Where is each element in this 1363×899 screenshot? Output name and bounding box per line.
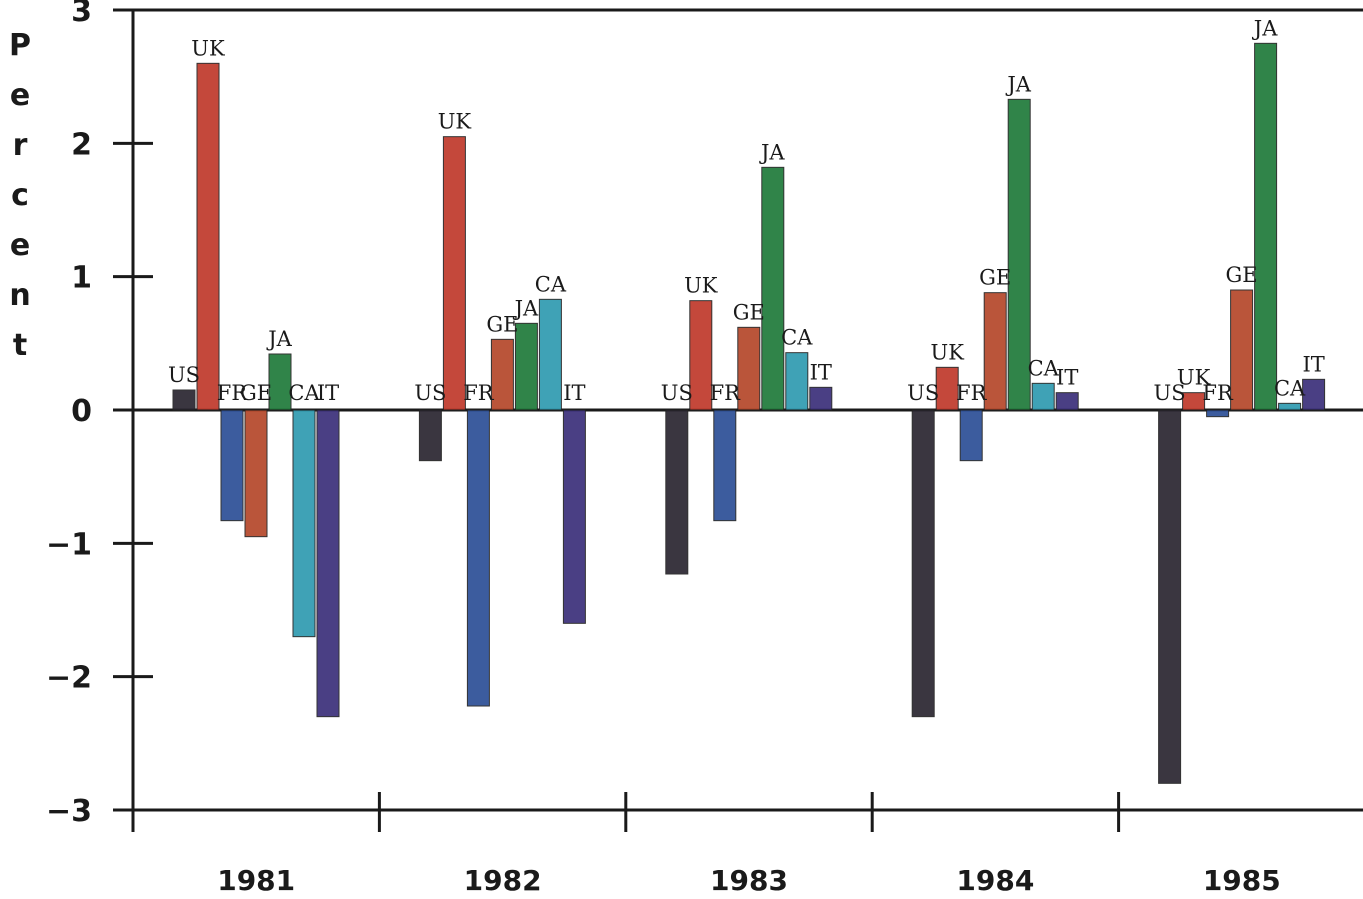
bar-it-1983 [809,386,833,411]
bar-label-uk-1981: UK [191,36,225,60]
bar-ca-1985 [1278,402,1302,411]
bar-label-ca-1982: CA [535,272,567,296]
bar-label-uk-1982: UK [438,110,472,134]
bar-label-it-1982: IT [563,381,585,405]
bar-label-ja-1981: JA [266,327,292,351]
y-tick-label: −3 [46,794,92,829]
bar-ca-1984 [1031,382,1055,411]
bar-label-ca-1984: CA [1028,356,1060,380]
y-axis-label-letter: P [9,28,31,63]
bars [172,42,1326,784]
bar-it-1984 [1055,392,1079,411]
bar-label-ge-1984: GE [979,266,1011,290]
bar-label-fr-1985: FR [1202,381,1234,405]
y-tick-label: 1 [71,261,92,296]
bar-us-1984 [911,409,935,718]
y-axis-label-letter: c [11,178,29,213]
bar-label-fr-1981: FR [217,381,249,405]
bar-fr-1984 [959,409,983,462]
bar-fr-1981 [220,409,244,522]
bar-label-uk-1983: UK [684,274,718,298]
bar-label-fr-1984: FR [956,381,988,405]
bar-us-1982 [418,409,442,462]
bar-ja-1983 [761,166,785,411]
bar-label-us-1983: US [661,381,693,405]
y-axis-label-letter: r [13,128,28,163]
x-tick-label: 1981 [217,864,295,897]
bar-label-us-1982: US [414,381,446,405]
x-tick-label: 1982 [464,864,542,897]
bar-label-uk-1985: UK [1177,366,1211,390]
bar-ja-1985 [1254,42,1278,411]
y-tick-label: 3 [71,0,92,29]
bar-label-ja-1983: JA [759,140,785,164]
bar-it-1982 [562,409,586,624]
bar-label-ja-1985: JA [1252,16,1278,40]
bar-ca-1981 [292,409,316,638]
bar-us-1983 [665,409,689,575]
bar-label-ge-1981: GE [240,381,272,405]
bar-label-ge-1985: GE [1226,263,1258,287]
bar-ge-1985 [1230,289,1254,411]
bar-label-fr-1983: FR [710,381,742,405]
bar-uk-1981 [196,62,220,411]
x-tick-label: 1985 [1203,864,1281,897]
bar-label-us-1981: US [168,363,200,387]
bar-label-us-1985: US [1154,381,1186,405]
bar-label-it-1984: IT [1056,366,1078,390]
bar-us-1981 [172,389,196,411]
bar-label-uk-1984: UK [931,340,965,364]
y-tick-label: 0 [71,394,92,429]
bar-label-ja-1984: JA [1005,72,1031,96]
bar-ca-1983 [785,352,809,411]
bar-ja-1984 [1007,98,1031,411]
bar-label-us-1984: US [907,381,939,405]
bar-fr-1982 [466,409,490,707]
bar-uk-1982 [442,136,466,411]
y-tick-label: −1 [46,527,92,562]
bar-ge-1982 [490,338,514,411]
y-axis-label-letter: e [10,78,30,113]
bar-label-ca-1981: CA [288,381,320,405]
bar-it-1981 [316,409,340,718]
bar-label-ge-1983: GE [733,300,765,324]
bar-label-ge-1982: GE [486,312,518,336]
bar-fr-1983 [713,409,737,522]
bar-fr-1985 [1206,409,1230,418]
bar-ge-1984 [983,292,1007,411]
bar-ja-1981 [268,353,292,411]
bar-label-it-1981: IT [317,381,339,405]
axes: 3 2 1 0 −1 −2 −3 1981 1982 1983 1984 1985 [46,0,1363,897]
y-axis-label-letter: n [9,278,30,313]
bar-label-fr-1982: FR [463,381,495,405]
bar-ja-1982 [514,322,538,411]
x-tick-label: 1983 [710,864,788,897]
bar-uk-1983 [689,300,713,411]
y-axis-label-letter: t [13,328,27,363]
bar-label-it-1983: IT [810,360,832,384]
bar-label-it-1985: IT [1302,352,1324,376]
bar-label-ca-1985: CA [1274,376,1306,400]
bar-ge-1983 [737,326,761,411]
x-tick-label: 1984 [956,864,1034,897]
bar-uk-1985 [1182,392,1206,411]
bar-ge-1981 [244,409,268,538]
bar-label-ja-1982: JA [513,296,539,320]
bar-ca-1982 [538,298,562,411]
bar-it-1985 [1302,378,1326,411]
y-tick-label: −2 [46,661,92,696]
bar-us-1985 [1158,409,1182,784]
y-tick-label: 2 [71,127,92,162]
bar-uk-1984 [935,366,959,411]
bar-label-ca-1983: CA [781,326,813,350]
y-axis-label-letter: e [10,228,30,263]
